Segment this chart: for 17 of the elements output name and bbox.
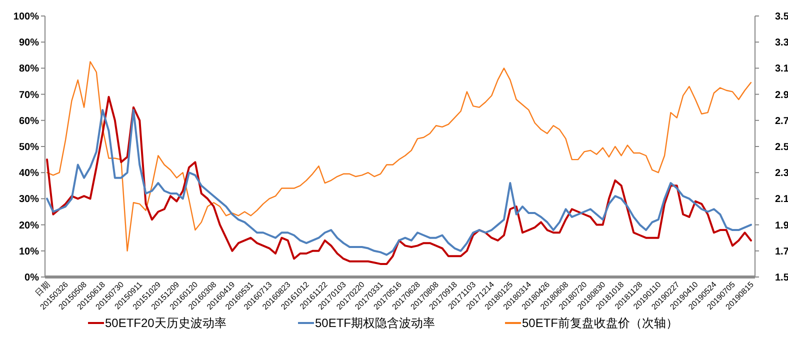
y-tick-label: 20% [18, 220, 40, 232]
y-tick-label: 70% [18, 90, 40, 101]
legend-label: 50ETF20天历史波动率 [105, 316, 226, 330]
y-tick-label: 0% [24, 272, 40, 284]
y-tick-label: 100% [13, 12, 40, 22]
y-tick-label: 10% [18, 246, 40, 258]
y-tick-label: 40% [18, 168, 40, 180]
y-tick-label: 90% [18, 38, 40, 49]
line-series [46, 61, 752, 252]
y-tick-label: 30% [18, 194, 40, 206]
y-tick-label: 80% [18, 64, 40, 75]
legend-label: 50ETF前复盘收盘价（次轴） [522, 316, 678, 330]
y2-tick-label: 1.7 [775, 246, 788, 258]
legend-label: 50ETF期权隐含波动率 [315, 316, 436, 330]
y-tick-label: 50% [18, 142, 40, 153]
y2-tick-label: 2.7 [775, 116, 788, 127]
y-tick-label: 60% [18, 116, 40, 127]
